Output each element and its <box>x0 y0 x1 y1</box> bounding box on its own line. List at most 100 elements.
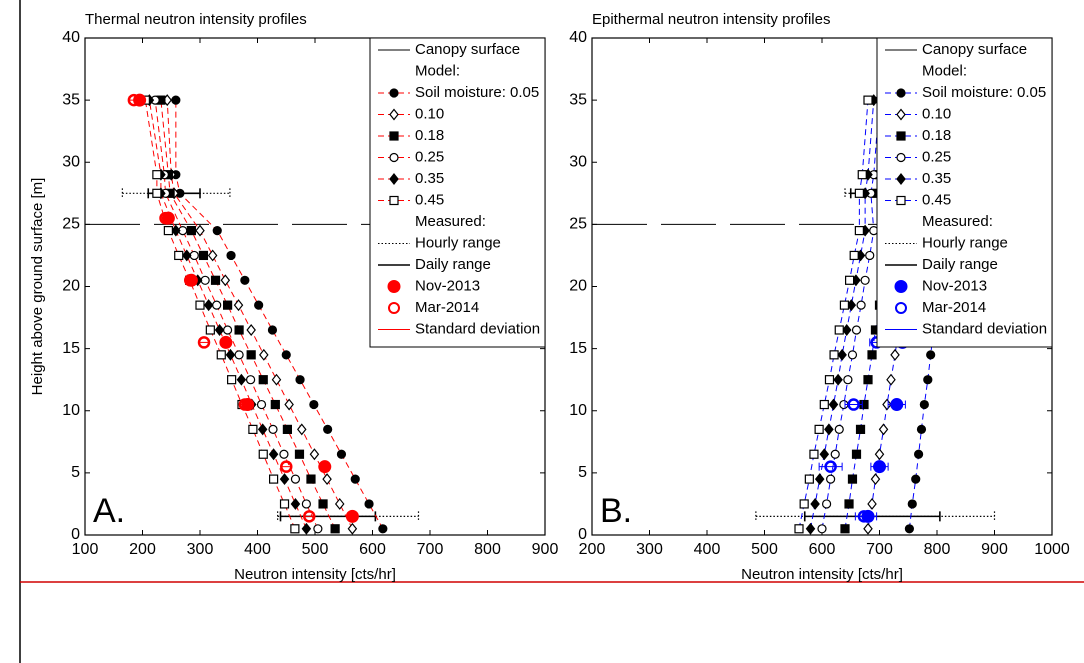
marker <box>323 424 333 434</box>
legend-label: Mar-2014 <box>415 299 479 316</box>
marker <box>294 449 305 459</box>
y-tick-label: 0 <box>578 526 587 543</box>
marker <box>814 473 825 486</box>
x-tick-label: 800 <box>474 541 501 558</box>
marker <box>330 524 340 534</box>
legend-label: 0.18 <box>922 127 951 144</box>
marker <box>290 524 300 534</box>
x-axis-label: Neutron intensity [cts/hr] <box>741 566 903 583</box>
legend-label: Hourly range <box>415 234 501 251</box>
marker <box>817 524 827 534</box>
marker <box>919 399 929 410</box>
y-tick-label: 0 <box>71 526 80 543</box>
marker <box>279 473 290 486</box>
marker <box>896 88 906 98</box>
marker <box>227 375 237 385</box>
marker <box>847 474 858 484</box>
y-tick-label: 35 <box>62 91 80 108</box>
x-tick-label: 200 <box>579 541 606 558</box>
marker <box>322 473 332 486</box>
x-tick-label: 300 <box>187 541 214 558</box>
measured-point <box>857 510 871 523</box>
y-tick-label: 40 <box>62 29 80 46</box>
marker <box>234 325 244 335</box>
marker <box>799 499 809 509</box>
marker <box>851 449 862 459</box>
model-line <box>144 100 296 529</box>
marker <box>205 325 215 335</box>
x-tick-label: 100 <box>72 541 99 558</box>
marker <box>904 524 915 534</box>
y-tick-label: 20 <box>569 278 587 295</box>
marker <box>270 399 280 410</box>
marker <box>313 524 323 534</box>
measured-point <box>159 211 172 225</box>
marker <box>851 325 862 335</box>
x-tick-label: 400 <box>694 541 721 558</box>
marker <box>856 300 866 310</box>
marker <box>857 170 867 180</box>
marker <box>926 350 936 360</box>
marker <box>259 348 269 361</box>
x-axis-label: Neutron intensity [cts/hr] <box>234 566 396 583</box>
marker <box>271 373 282 386</box>
marker <box>378 524 388 534</box>
model-line <box>908 100 967 529</box>
marker <box>805 522 816 535</box>
marker <box>364 499 374 509</box>
marker <box>256 399 267 410</box>
model-line <box>160 100 336 530</box>
legend-label: Nov-2013 <box>415 277 480 294</box>
x-tick-label: 600 <box>359 541 386 558</box>
marker <box>240 275 250 285</box>
marker <box>389 152 399 163</box>
marker <box>829 350 839 360</box>
marker <box>301 522 312 535</box>
marker <box>896 131 906 141</box>
marker <box>268 448 279 461</box>
legend-label: Measured: <box>922 213 993 230</box>
model-line <box>175 100 384 530</box>
marker <box>257 423 268 436</box>
marker <box>212 225 222 236</box>
legend-label: 0.45 <box>415 191 444 208</box>
marker <box>839 300 850 310</box>
marker <box>297 423 307 436</box>
marker <box>269 474 279 484</box>
marker <box>878 423 889 436</box>
x-tick-label: 400 <box>244 541 271 558</box>
marker <box>226 250 236 261</box>
x-tick-label: 500 <box>751 541 778 558</box>
marker <box>171 95 181 105</box>
marker <box>214 324 225 336</box>
marker <box>347 522 358 535</box>
marker <box>389 195 399 206</box>
marker <box>389 108 399 121</box>
marker <box>834 325 844 335</box>
marker <box>258 449 268 459</box>
marker <box>225 348 236 361</box>
y-tick-label: 20 <box>62 278 80 295</box>
measured-point <box>345 509 359 523</box>
legend-label: 0.35 <box>415 170 444 187</box>
y-tick-label: 40 <box>569 29 587 46</box>
marker <box>810 497 820 510</box>
marker <box>907 499 917 509</box>
legend-label: Canopy surface <box>922 41 1027 58</box>
measured-point <box>219 335 233 349</box>
marker <box>840 524 850 534</box>
chart-title: Thermal neutron intensity profiles <box>85 11 307 28</box>
marker <box>210 275 221 285</box>
legend-label: Canopy surface <box>415 41 520 58</box>
marker <box>890 348 900 361</box>
marker <box>863 522 873 535</box>
marker <box>186 225 196 236</box>
marker <box>896 195 906 206</box>
legend-box <box>876 37 1053 348</box>
legend-label: Measured: <box>415 213 486 230</box>
marker <box>882 398 892 411</box>
measured-point <box>890 398 904 412</box>
marker <box>282 424 292 434</box>
legend-label: 0.35 <box>922 170 951 187</box>
y-tick-label: 5 <box>71 464 80 481</box>
